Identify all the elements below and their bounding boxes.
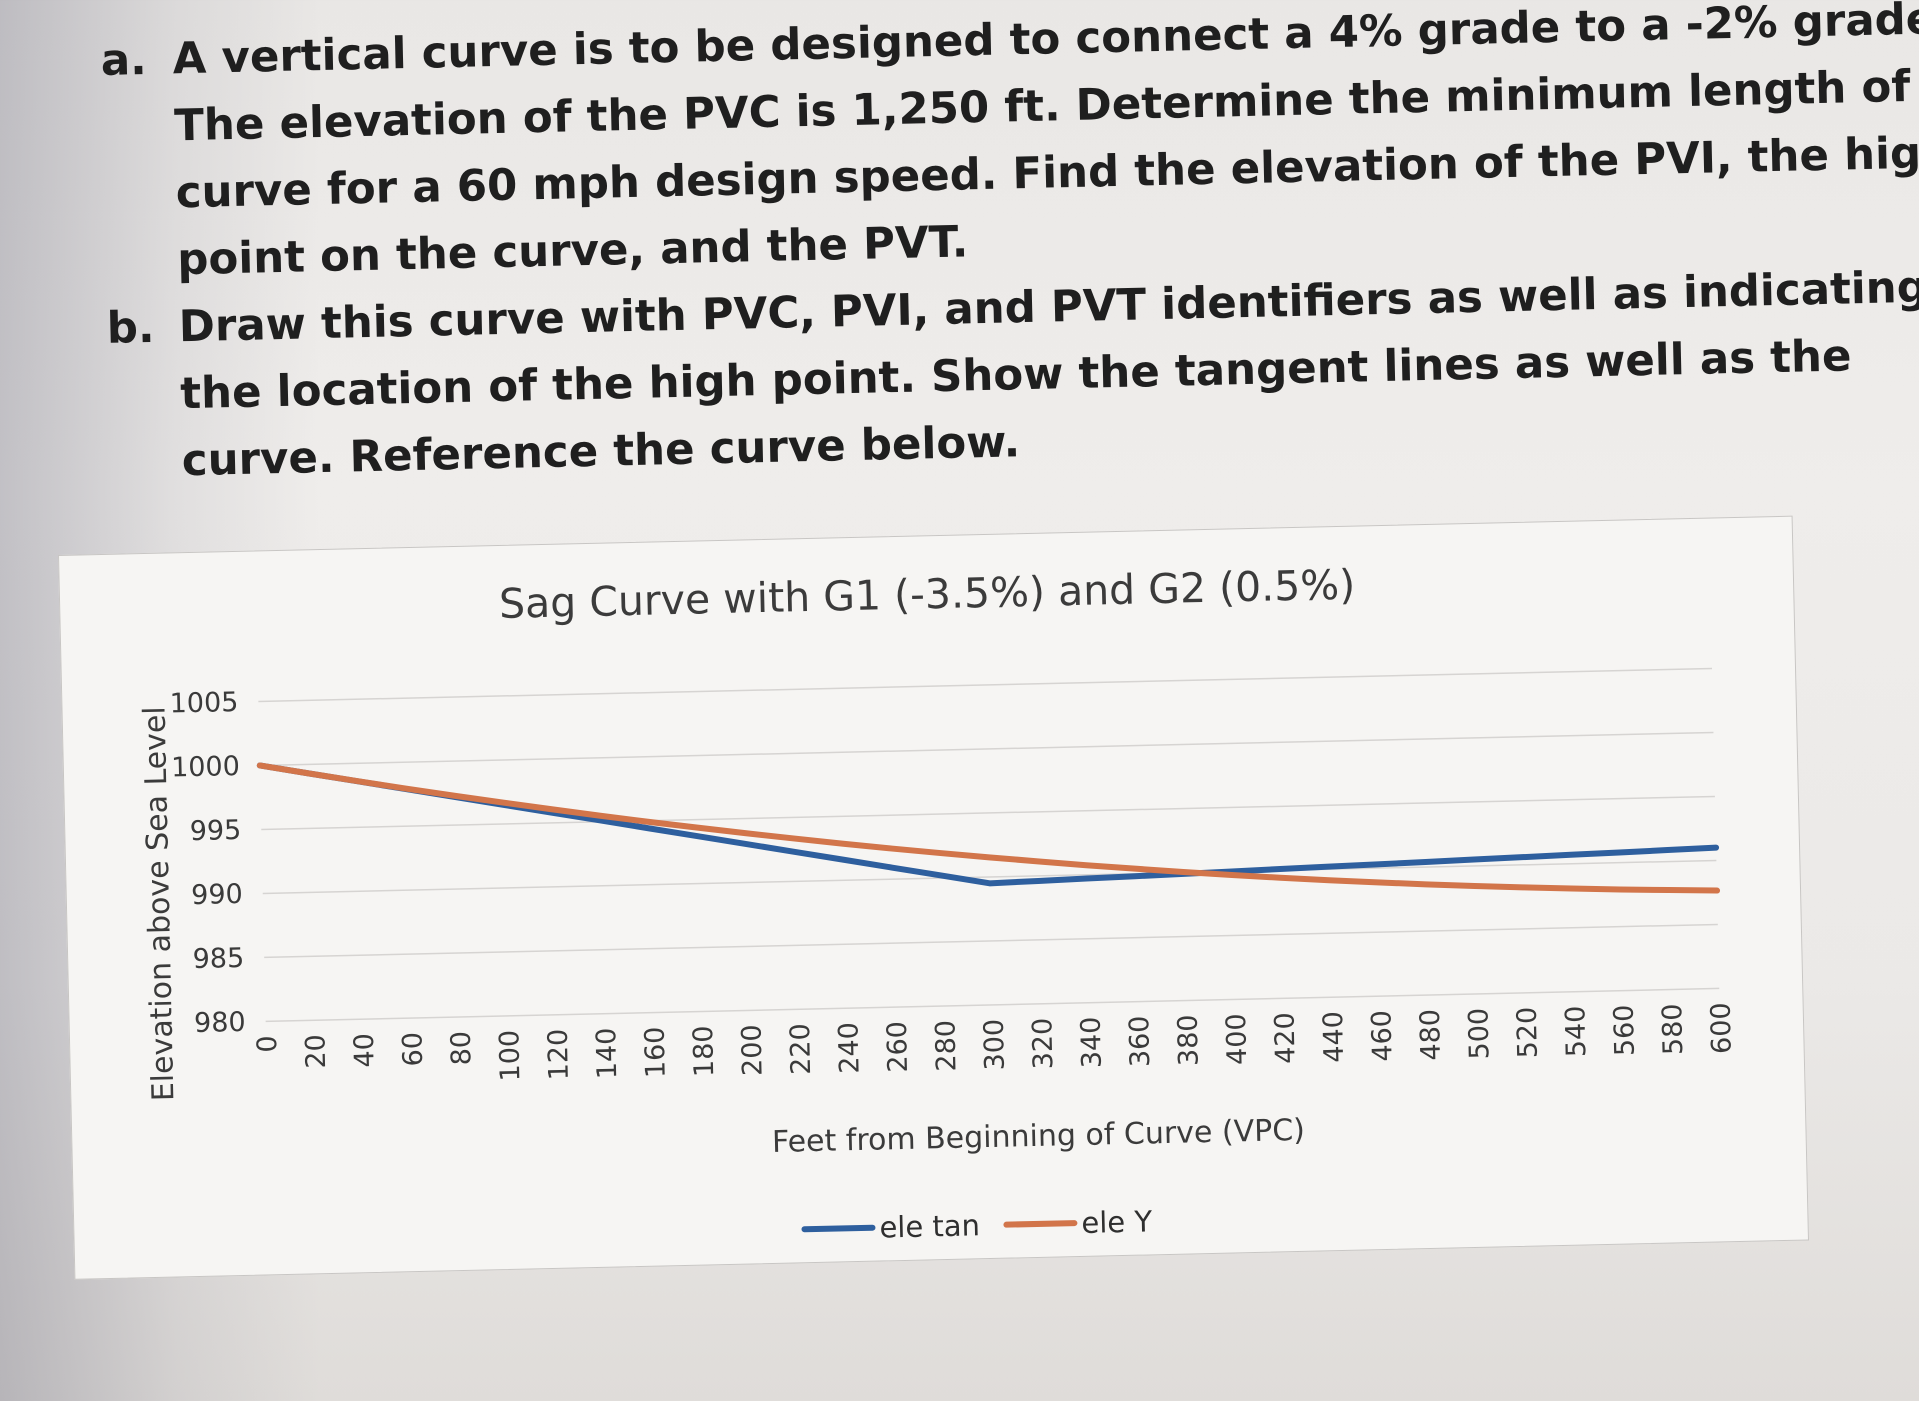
x-tick-label: 480 [1415,1009,1447,1061]
x-tick-label: 360 [1124,1015,1156,1067]
x-tick-label: 340 [1076,1016,1108,1068]
y-tick-label: 995 [189,815,241,847]
y-tick-label: 980 [194,1007,246,1039]
x-tick-label: 280 [930,1020,962,1072]
x-tick-label: 300 [979,1019,1011,1071]
x-tick-label: 580 [1657,1003,1689,1055]
series-lines [256,762,1721,894]
x-tick-label: 60 [397,1032,429,1067]
gridline [262,859,1717,895]
legend-label-ele-y: ele Y [1081,1204,1153,1240]
series-line-ele-y [256,762,1721,894]
x-tick-label: 320 [1027,1017,1059,1069]
x-tick-label: 220 [785,1023,817,1075]
gridline [258,667,1713,703]
chart-title: Sag Curve with G1 (-3.5%) and G2 (0.5%) [499,561,1356,628]
sag-curve-chart: Sag Curve with G1 (-3.5%) and G2 (0.5%) … [137,561,1738,1245]
x-tick-labels: 0 20 40 60 80 100 120 140 160 180 200 220 240 260 280 3… [252,1002,1738,1082]
x-tick-label: 460 [1366,1010,1398,1062]
x-tick-label: 80 [446,1031,478,1066]
x-tick-label: 140 [591,1027,623,1079]
series-line-ele-tan [256,762,1720,887]
x-tick-label: 240 [833,1022,865,1074]
problem-statement: a. A vertical curve is to be designed to… [100,0,1919,497]
y-tick-label: 990 [191,879,243,911]
question-b-letter: b. [106,302,156,354]
question-a-text: A vertical curve is to be designed to co… [172,0,1919,294]
y-tick-label: 985 [192,943,244,975]
gridline [259,731,1714,767]
x-tick-label: 420 [1269,1012,1301,1064]
y-tick-labels: 980 985 990 995 1000 1005 [169,687,246,1039]
x-tick-label: 160 [640,1026,672,1078]
y-tick-label: 1005 [169,687,238,720]
x-tick-label: 260 [882,1021,914,1073]
gridline [265,987,1720,1023]
x-tick-label: 20 [300,1034,332,1069]
gridline [261,795,1715,831]
x-tick-label: 600 [1706,1002,1738,1054]
gridline [264,923,1718,959]
x-tick-label: 40 [349,1033,381,1068]
legend-swatch-ele-tan [801,1224,876,1233]
x-tick-label: 120 [543,1028,575,1080]
y-tick-label: 1000 [171,751,240,784]
x-tick-label: 500 [1463,1008,1495,1060]
x-tick-label: 380 [1173,1014,1205,1066]
question-b: b. Draw this curve with PVC, PVI, and PV… [106,259,1919,497]
gridlines [258,667,1720,1023]
x-tick-label: 520 [1512,1006,1544,1058]
legend-label-ele-tan: ele tan [879,1208,980,1244]
x-axis-label: Feet from Beginning of Curve (VPC) [772,1113,1306,1160]
question-a-letter: a. [100,34,148,86]
legend-swatch-ele-y [1003,1220,1078,1228]
x-tick-label: 100 [494,1030,526,1082]
x-tick-label: 540 [1560,1005,1592,1057]
chart-container: Sag Curve with G1 (-3.5%) and G2 (0.5%) … [58,515,1810,1280]
question-b-text: Draw this curve with PVC, PVI, and PVT i… [178,255,1919,496]
legend: ele tan ele Y [801,1204,1153,1245]
x-tick-label: 560 [1609,1004,1641,1056]
x-tick-label: 440 [1318,1011,1350,1063]
x-tick-label: 200 [736,1024,768,1076]
x-tick-label: 0 [252,1035,283,1053]
x-tick-label: 400 [1221,1013,1253,1065]
question-a: a. A vertical curve is to be designed to… [100,0,1919,296]
x-tick-label: 180 [688,1025,720,1077]
